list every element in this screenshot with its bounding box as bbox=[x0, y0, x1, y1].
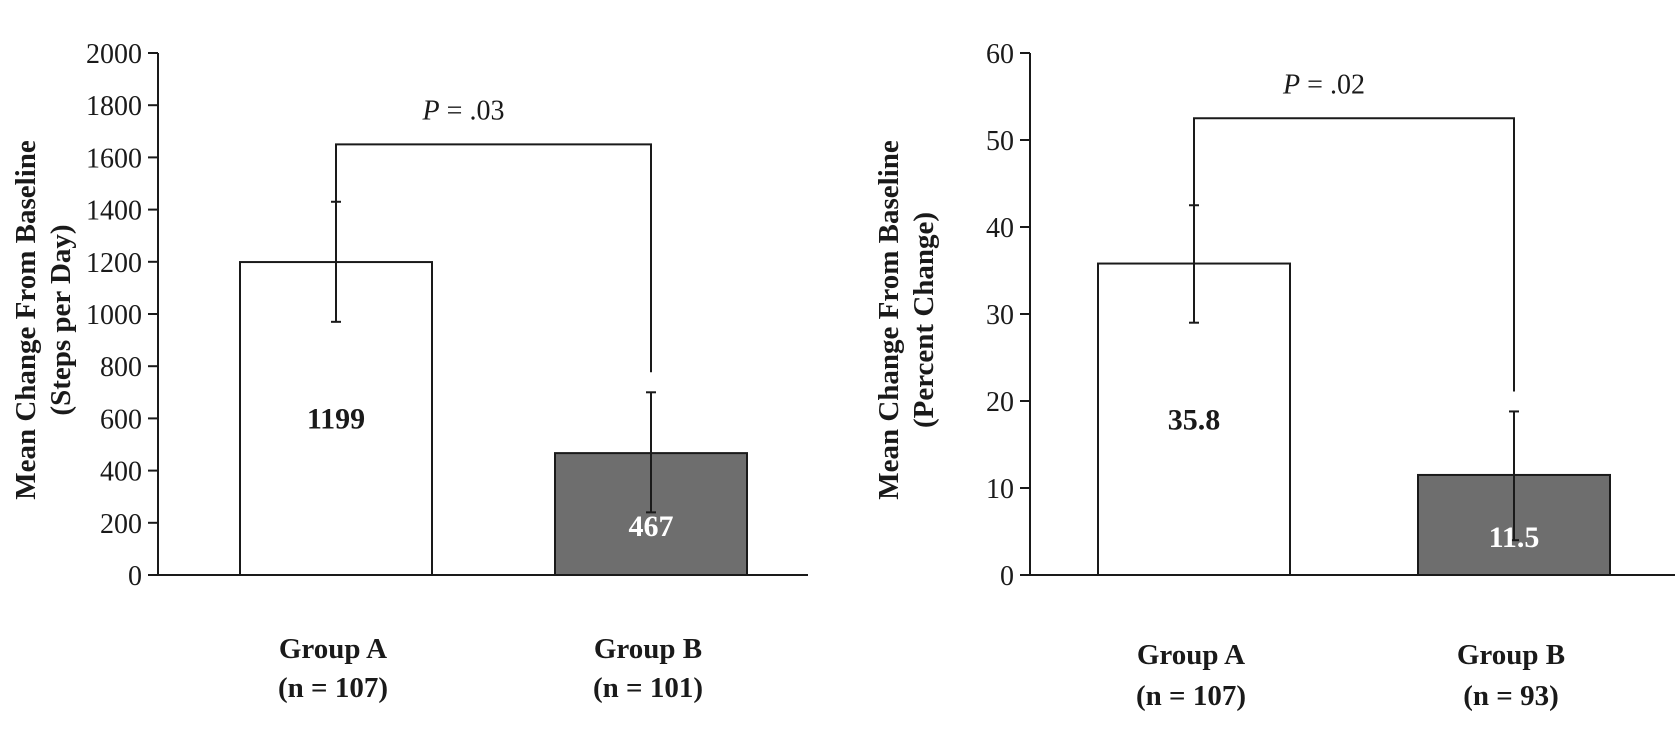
y-axis-label-line1: Mean Change From Baseline bbox=[10, 140, 42, 500]
y-tick-label: 1000 bbox=[86, 300, 142, 331]
y-tick-label: 50 bbox=[986, 126, 1014, 157]
bar-value-label: 1199 bbox=[307, 403, 365, 436]
y-tick-label: 20 bbox=[986, 387, 1014, 418]
significance-bracket bbox=[1193, 117, 1515, 392]
y-tick-label: 1200 bbox=[86, 248, 142, 279]
y-tick-label: 1400 bbox=[86, 196, 142, 227]
x-category-label: Group A bbox=[1137, 639, 1245, 671]
y-tick-label: 200 bbox=[100, 509, 142, 540]
x-category-label: Group A bbox=[279, 633, 387, 665]
y-tick-label: 400 bbox=[100, 457, 142, 488]
chart-panel-1: 0 200 400 600 800 1000 1200 1400 1600 1800 2000 Mea… bbox=[10, 39, 808, 704]
p-value: = .02 bbox=[1300, 69, 1365, 100]
y-tick-label: 2000 bbox=[86, 39, 142, 70]
y-tick-label: 40 bbox=[986, 213, 1014, 244]
y-tick-label: 30 bbox=[986, 300, 1014, 331]
y-axis-label: Mean Change From Baseline (Steps per Day) bbox=[10, 140, 77, 500]
y-axis-label-line2: (Steps per Day) bbox=[45, 224, 77, 415]
y-axis-label-line1: Mean Change From Baseline bbox=[873, 140, 905, 500]
y-tick-label: 60 bbox=[986, 39, 1014, 70]
y-axis-label-line2: (Percent Change) bbox=[908, 212, 940, 428]
y-tick-label: 10 bbox=[986, 474, 1014, 505]
p-symbol: P bbox=[422, 95, 440, 126]
x-category-n-label: (n = 107) bbox=[278, 672, 388, 704]
x-category-label: Group B bbox=[594, 633, 702, 665]
x-category-n-label: (n = 107) bbox=[1136, 680, 1246, 712]
bar-value-label: 35.8 bbox=[1168, 403, 1221, 436]
x-category-label: Group B bbox=[1457, 639, 1565, 671]
significance-bracket bbox=[335, 143, 652, 373]
x-category-n-label: (n = 93) bbox=[1463, 680, 1558, 712]
y-axis-label: Mean Change From Baseline (Percent Change… bbox=[873, 140, 940, 500]
y-tick-label: 0 bbox=[1000, 561, 1014, 592]
y-tick-label: 1800 bbox=[86, 91, 142, 122]
significance-label: P = .02 bbox=[1282, 69, 1365, 100]
chart-panel-2: 0 10 20 30 40 50 60 Mean Change From Baseline (P… bbox=[873, 39, 1675, 712]
significance-label: P = .03 bbox=[422, 95, 505, 126]
y-tick-label: 800 bbox=[100, 352, 142, 383]
y-tick-label: 0 bbox=[128, 561, 142, 592]
x-category-n-label: (n = 101) bbox=[593, 672, 703, 704]
y-tick-label: 600 bbox=[100, 404, 142, 435]
bar-value-label: 467 bbox=[629, 510, 674, 543]
p-symbol: P bbox=[1282, 69, 1300, 100]
p-value: = .03 bbox=[440, 95, 505, 126]
bar-value-label: 11.5 bbox=[1489, 521, 1540, 554]
y-tick-label: 1600 bbox=[86, 143, 142, 174]
